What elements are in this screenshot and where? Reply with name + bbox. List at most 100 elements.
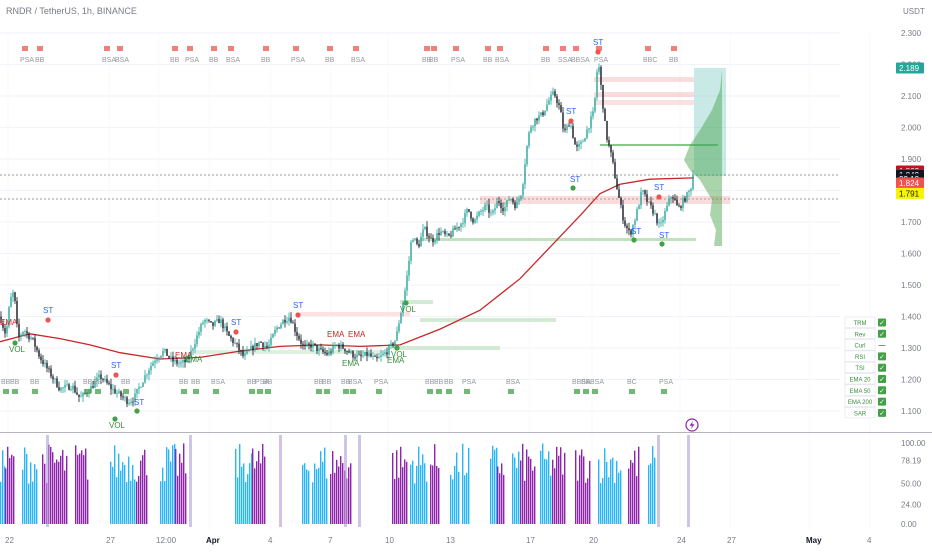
oscillator-bar bbox=[452, 479, 454, 524]
lightning-icon[interactable] bbox=[685, 418, 699, 432]
candle-body bbox=[456, 226, 458, 230]
legend-row-label: Rev bbox=[855, 332, 866, 338]
candle-body bbox=[172, 356, 174, 362]
legend-row-cell bbox=[844, 327, 876, 340]
candle-body bbox=[360, 354, 362, 357]
bottom-signal-badge bbox=[249, 389, 255, 394]
candle-body bbox=[612, 152, 614, 163]
top-signal-label: PSA bbox=[451, 57, 465, 64]
legend-status-box[interactable] bbox=[878, 386, 886, 395]
legend-status-box[interactable] bbox=[878, 408, 886, 417]
candle-body bbox=[526, 145, 528, 165]
oscillator-bar bbox=[552, 459, 554, 524]
oscillator-highlight-column bbox=[687, 435, 690, 527]
candle-body bbox=[32, 337, 34, 339]
bottom-signal-badge bbox=[446, 389, 452, 394]
oscillator-bar bbox=[466, 473, 468, 524]
supertrend-label: ST bbox=[654, 183, 664, 192]
legend-row-cell bbox=[844, 316, 876, 328]
candle-body bbox=[430, 237, 432, 239]
candle-body bbox=[62, 387, 64, 389]
candle-body bbox=[520, 195, 522, 199]
oscillator-bar bbox=[114, 445, 116, 524]
oscillator-bar bbox=[177, 475, 179, 524]
bottom-signal-label: PSA bbox=[255, 379, 269, 386]
candle-body bbox=[448, 233, 450, 236]
candle-body bbox=[480, 211, 482, 212]
candle-body bbox=[568, 125, 570, 127]
candle-body bbox=[632, 224, 634, 235]
top-signal-badge bbox=[671, 46, 677, 51]
ema-cross-label: EMA bbox=[327, 330, 345, 339]
candle-body bbox=[466, 209, 468, 213]
candle-body bbox=[282, 319, 284, 325]
candle-body bbox=[54, 378, 56, 380]
bottom-signal-label: BB bbox=[179, 379, 189, 386]
candle-body bbox=[550, 94, 552, 101]
bottom-signal-label: BB bbox=[444, 379, 454, 386]
price-tick-label: 1.500 bbox=[901, 281, 922, 290]
candle-body bbox=[552, 91, 554, 95]
candle-body bbox=[228, 331, 230, 336]
legend-status-box[interactable] bbox=[878, 352, 886, 361]
time-tick-label: 20 bbox=[589, 536, 598, 545]
candle-body bbox=[180, 362, 182, 364]
candle-body bbox=[508, 199, 510, 201]
oscillator-bar bbox=[650, 463, 652, 524]
oscillator-bar bbox=[396, 450, 398, 524]
legend-status-box[interactable] bbox=[878, 363, 886, 372]
candle-body bbox=[426, 226, 428, 237]
candle-body bbox=[688, 191, 690, 193]
bottom-signal-label: PSA bbox=[374, 379, 388, 386]
candle-body bbox=[220, 319, 222, 324]
candle-body bbox=[382, 353, 384, 356]
candle-body bbox=[72, 385, 74, 390]
legend-status-mark: ✓ bbox=[879, 354, 885, 361]
oscillator-bar bbox=[614, 482, 616, 524]
top-signal-badge bbox=[353, 46, 359, 51]
candle-body bbox=[298, 335, 300, 340]
time-tick-label: 22 bbox=[5, 536, 14, 545]
legend-status-box[interactable] bbox=[878, 329, 886, 338]
top-signal-badge bbox=[172, 46, 178, 51]
candle-body bbox=[610, 145, 612, 153]
candle-body bbox=[30, 337, 32, 340]
top-signal-label: SSA bbox=[558, 57, 572, 64]
top-signal-badge bbox=[37, 46, 43, 51]
candle-body bbox=[616, 178, 618, 190]
candle-body bbox=[656, 213, 658, 224]
price-tick-label: 1.400 bbox=[901, 313, 922, 322]
oscillator-bar bbox=[628, 468, 630, 524]
legend-status-box[interactable] bbox=[878, 318, 886, 327]
oscillator-bar bbox=[254, 468, 256, 524]
candle-body bbox=[22, 331, 24, 335]
legend-row-label: Curl bbox=[854, 344, 865, 350]
candle-body bbox=[532, 126, 534, 128]
candle-body bbox=[140, 387, 142, 388]
legend-status-box[interactable] bbox=[878, 397, 886, 406]
oscillator-highlight-column bbox=[189, 435, 192, 527]
candle-body bbox=[636, 209, 638, 221]
candle-body bbox=[394, 340, 396, 346]
candle-body bbox=[374, 356, 376, 357]
oscillator-bar bbox=[5, 468, 7, 524]
candle-body bbox=[166, 348, 168, 356]
top-signal-label: PSA bbox=[20, 57, 34, 64]
bottom-signal-badge bbox=[464, 389, 470, 394]
candle-body bbox=[224, 326, 226, 329]
oscillator-bar bbox=[112, 466, 114, 524]
oscillator-bar bbox=[410, 464, 412, 524]
oscillator-bar bbox=[306, 469, 308, 524]
sell-signal-dot bbox=[656, 194, 662, 200]
candle-body bbox=[66, 384, 68, 386]
candle-body bbox=[16, 300, 18, 324]
candle-body bbox=[74, 385, 76, 393]
top-signal-badge bbox=[453, 46, 459, 51]
legend-status-box[interactable] bbox=[878, 375, 886, 383]
oscillator-bar bbox=[318, 467, 320, 524]
candle-body bbox=[146, 374, 148, 376]
legend-status-box[interactable] bbox=[878, 341, 886, 350]
candle-body bbox=[300, 339, 302, 344]
